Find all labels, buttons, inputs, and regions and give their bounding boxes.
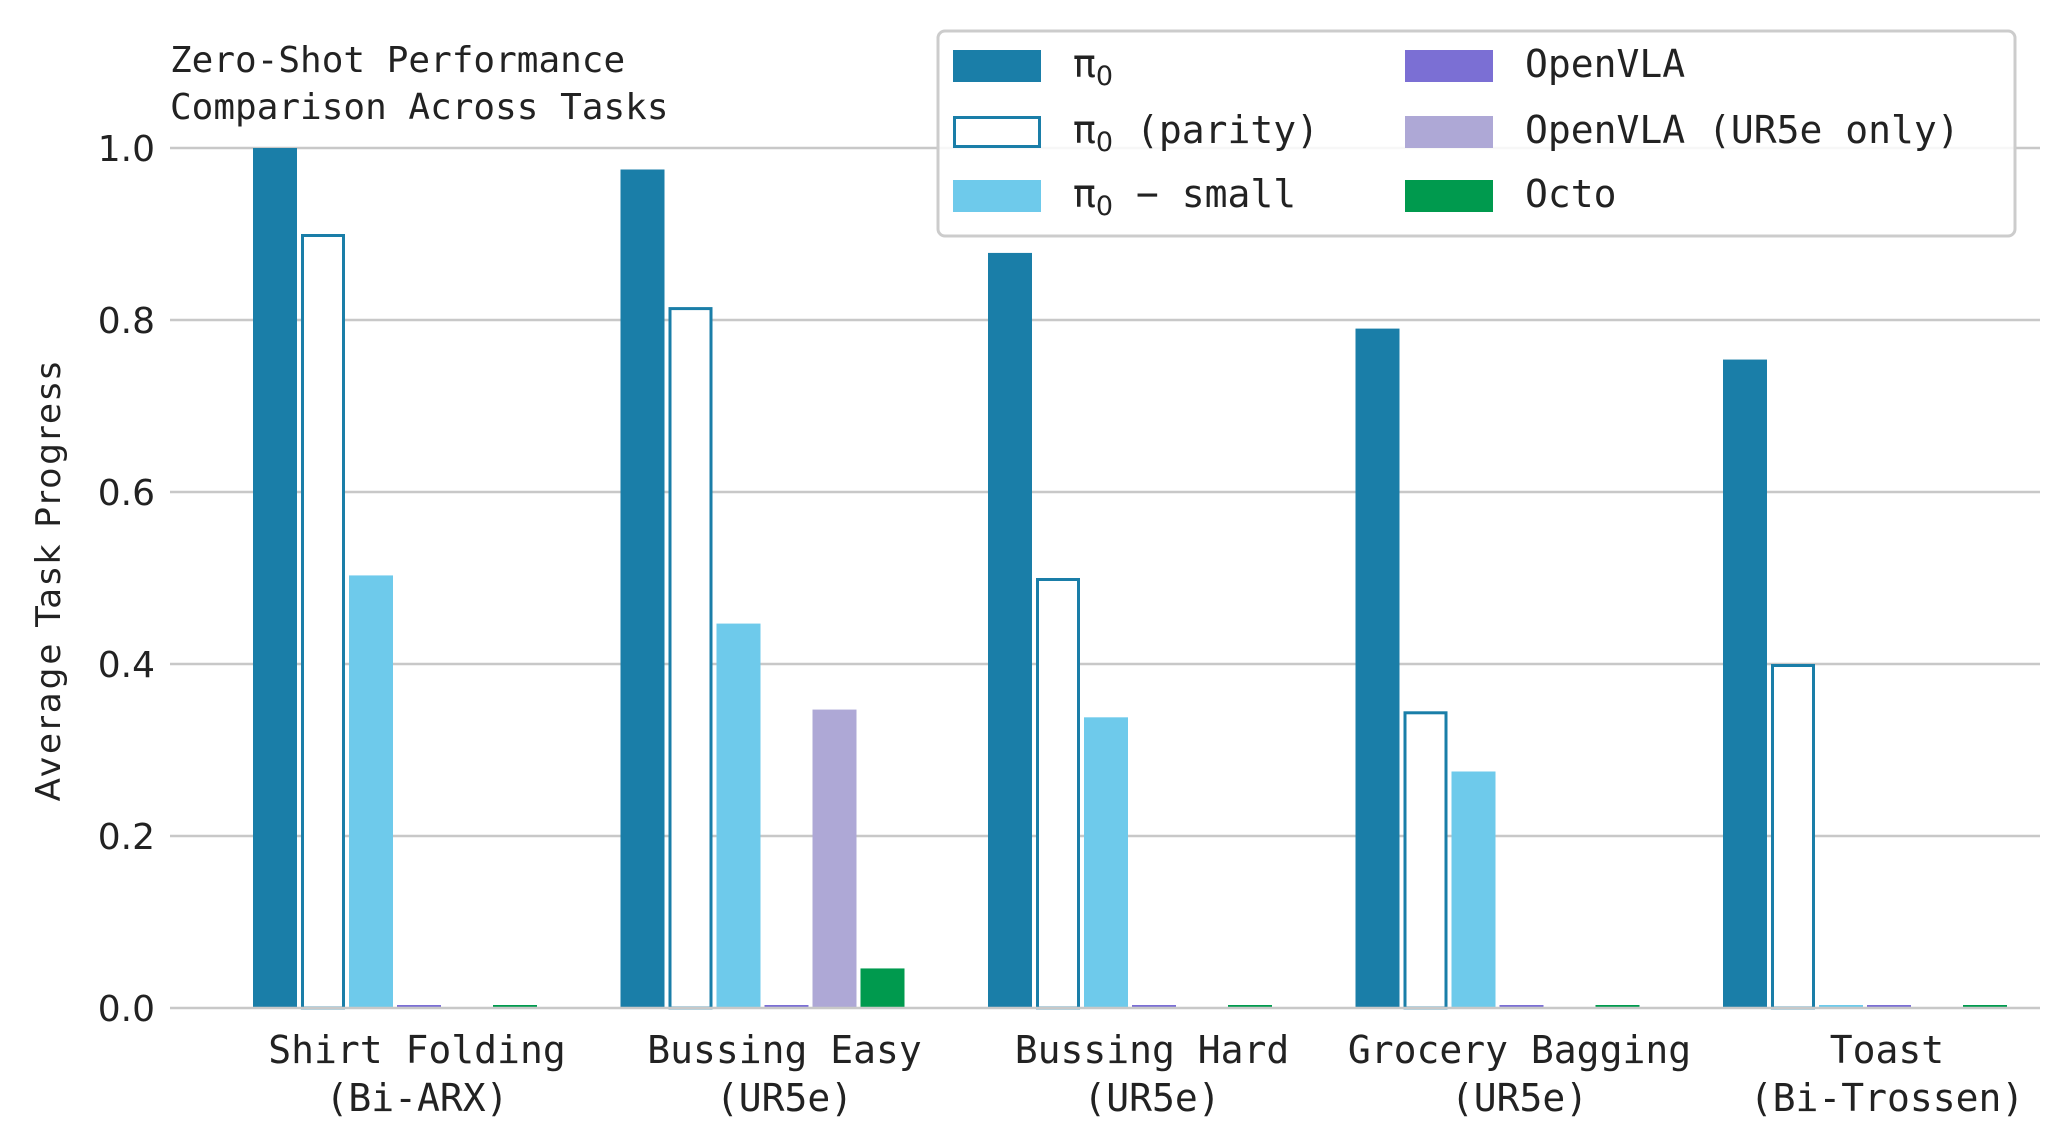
y-axis-label: Average Task Progress [29, 359, 69, 802]
bar [1771, 664, 1815, 1010]
bar [1595, 1005, 1640, 1008]
bar [301, 234, 345, 1010]
x-tick-label: (UR5e) [716, 1076, 853, 1120]
legend-swatch [1405, 50, 1493, 82]
bar [1963, 1005, 2007, 1008]
chart-title-line-1: Zero-Shot Performance [170, 40, 625, 81]
legend-label: OpenVLA [1525, 42, 1685, 86]
bar [1355, 328, 1400, 1009]
x-tick-label: Toast [1830, 1028, 1944, 1072]
x-tick-label: (Bi-Trossen) [1750, 1076, 2025, 1120]
bar [812, 709, 857, 1008]
legend-label: OpenVLA (UR5e only) [1525, 108, 1960, 152]
y-tick-label: 0.0 [98, 989, 155, 1030]
bar [349, 575, 393, 1008]
bar [668, 307, 713, 1010]
bar [988, 252, 1032, 1009]
bar [1403, 711, 1448, 1010]
bar [253, 148, 297, 1008]
x-tick-label: (UR5e) [1083, 1076, 1220, 1120]
legend-label: π0 − small [1073, 172, 1296, 222]
bar [764, 1005, 809, 1008]
bar [620, 169, 665, 1008]
legend: π0 π0 (parity) π0 − small OpenVLA OpenVLA (U… [936, 29, 2017, 238]
bar [1819, 1005, 1863, 1008]
y-tick-label: 1.0 [98, 129, 155, 170]
bar [716, 623, 761, 1008]
legend-label: Octo [1525, 172, 1617, 216]
chart-title-line-2: Comparison Across Tasks [170, 87, 669, 128]
bar [1451, 771, 1496, 1008]
bars [253, 148, 2007, 1010]
y-tick-label: 0.6 [98, 473, 155, 514]
bar [397, 1005, 441, 1008]
x-tick-label: Bussing Easy [647, 1028, 922, 1072]
bar [493, 1005, 537, 1008]
legend-swatch [953, 50, 1041, 82]
bar [860, 968, 905, 1008]
bar [1228, 1005, 1272, 1008]
legend-label: π0 [1073, 42, 1113, 92]
x-tick-label: Bussing Hard [1015, 1028, 1290, 1072]
y-tick-label: 0.2 [98, 817, 155, 858]
bar [1036, 578, 1080, 1010]
legend-swatch [1405, 116, 1493, 148]
x-tick-label: (Bi-ARX) [325, 1076, 508, 1120]
legend-swatch [953, 116, 1041, 148]
x-tick-label: Grocery Bagging [1348, 1028, 1691, 1072]
x-tick-labels: Shirt Folding(Bi-ARX)Bussing Easy(UR5e)B… [268, 1028, 2024, 1120]
bar [1867, 1005, 1911, 1008]
y-tick-label: 0.4 [98, 645, 155, 686]
legend-label: π0 (parity) [1073, 108, 1319, 158]
legend-swatch [953, 180, 1041, 212]
bar [1084, 717, 1128, 1008]
y-tick-labels: 0.0 0.2 0.4 0.6 0.8 1.0 [98, 129, 155, 1030]
y-tick-label: 0.8 [98, 301, 155, 342]
x-tick-label: Shirt Folding [268, 1028, 565, 1072]
bar [1723, 359, 1767, 1008]
bar [1132, 1005, 1176, 1008]
x-tick-label: (UR5e) [1451, 1076, 1588, 1120]
chart-title: Zero-Shot Performance Comparison Across … [170, 40, 669, 128]
legend-swatch [1405, 180, 1493, 212]
bar [1499, 1005, 1544, 1008]
